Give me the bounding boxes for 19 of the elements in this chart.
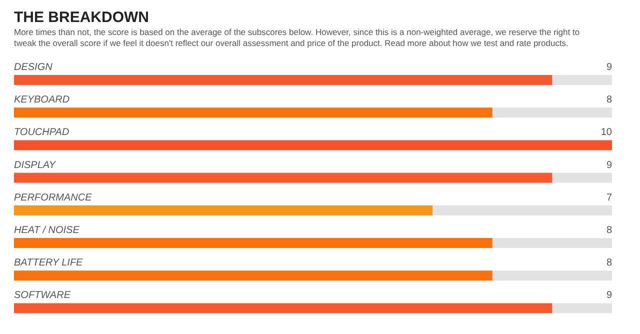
data-label: 9 (606, 160, 612, 171)
y-tick-label: HEAT / NOISE (14, 225, 80, 236)
y-tick-label: DISPLAY (14, 160, 57, 171)
data-label: 9 (606, 62, 612, 73)
y-tick-label: KEYBOARD (14, 94, 70, 106)
data-label: 10 (600, 127, 612, 138)
data-label: 8 (606, 225, 612, 236)
y-tick-label: TOUCHPAD (14, 127, 70, 138)
bar (14, 140, 612, 150)
chart-title: THE BREAKDOWN (14, 9, 149, 26)
y-tick-label: SOFTWARE (14, 290, 71, 302)
y-tick-label: BATTERY LIFE (14, 258, 84, 269)
data-label: 7 (606, 192, 612, 204)
data-label: 8 (606, 258, 612, 269)
chart-subtitle: More times than not, the score is based on the average of the subscores below. However, since this is a non-weighted average, we reserve the right to tweak the overall score if we feel it doesn't reflect our overall assessment and price of the product. Read more about how we test and rate products. (14, 27, 580, 48)
y-tick-label: PERFORMANCE (14, 192, 92, 204)
data-label: 8 (606, 94, 612, 106)
y-tick-label: DESIGN (14, 62, 54, 73)
data-label: 9 (606, 290, 612, 302)
